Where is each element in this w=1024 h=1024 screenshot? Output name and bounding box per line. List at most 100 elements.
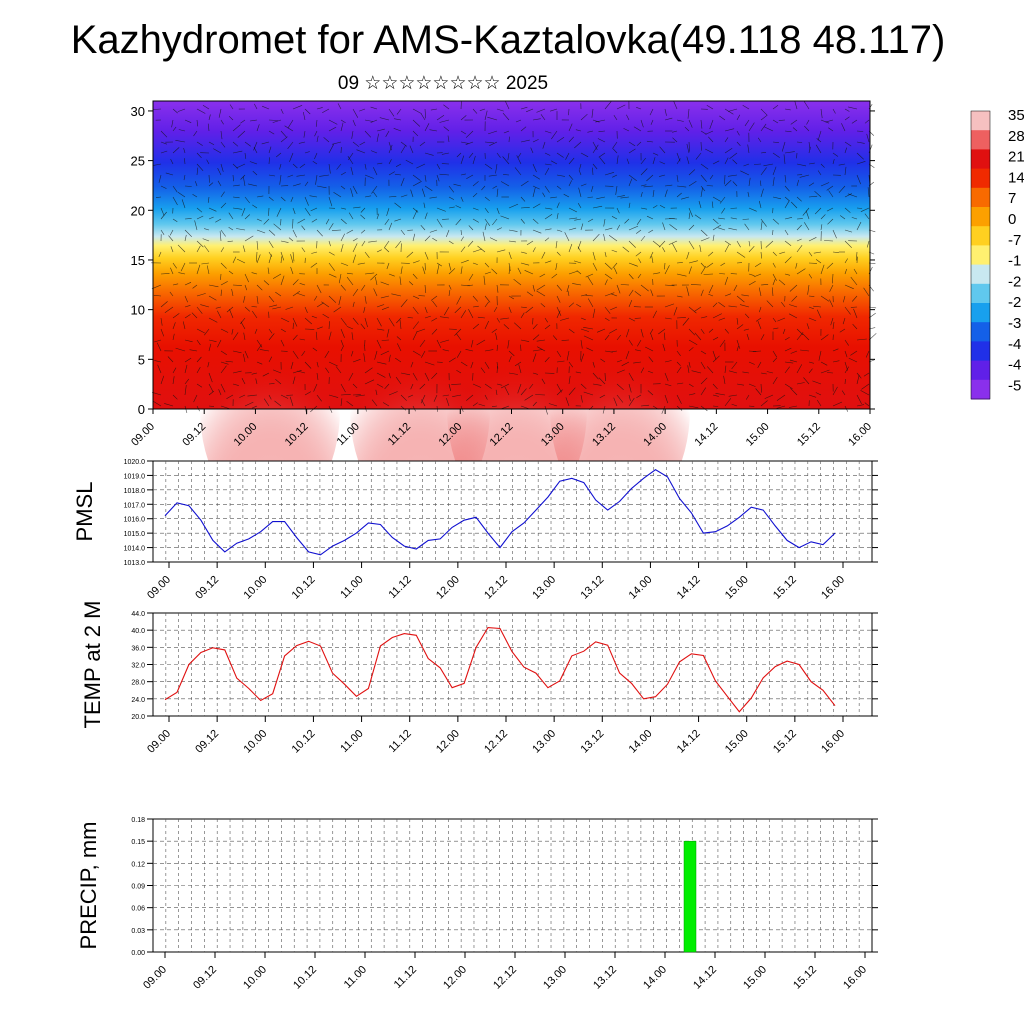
wind-vector <box>359 141 366 146</box>
wind-vector <box>703 273 714 275</box>
wind-vector <box>532 284 535 292</box>
wind-vector <box>496 344 498 352</box>
wind-vector <box>850 350 858 356</box>
wind-vector <box>244 152 247 159</box>
wind-vector <box>574 141 582 149</box>
wind-vector <box>340 218 347 225</box>
wind-vector <box>752 350 762 352</box>
wind-vector <box>410 361 414 368</box>
wind-vector <box>350 188 354 198</box>
wind-vector <box>253 141 258 151</box>
wind-vector <box>717 227 726 231</box>
wind-vector <box>867 187 870 198</box>
wind-vector <box>616 224 621 231</box>
wind-vector <box>865 350 870 358</box>
wind-vector <box>496 152 501 158</box>
wind-vector <box>598 377 606 385</box>
wind-vector <box>532 401 537 407</box>
wind-vector <box>373 167 378 176</box>
wind-vector <box>832 401 843 407</box>
wind-vector <box>650 289 654 297</box>
wind-vector <box>424 284 427 294</box>
wind-vector <box>160 229 165 235</box>
wind-vector <box>376 317 382 327</box>
wind-vector <box>635 251 642 257</box>
wind-vector <box>456 152 462 158</box>
wind-vector <box>820 361 828 366</box>
wind-vector <box>664 117 673 121</box>
wind-vector <box>508 295 515 300</box>
wind-vector <box>160 207 165 216</box>
wind-vector <box>826 207 834 212</box>
wind-vector <box>488 130 498 135</box>
wind-vector <box>682 317 690 326</box>
wind-vector <box>863 372 870 377</box>
wind-vector <box>160 185 167 189</box>
y-tick-label: 40.0 <box>131 628 145 635</box>
wind-vector <box>518 364 522 374</box>
wind-vector <box>439 173 450 176</box>
wind-vector <box>352 206 361 209</box>
wind-vector <box>496 207 500 215</box>
wind-vector <box>472 207 479 211</box>
wind-vector <box>363 306 366 313</box>
wind-vector <box>635 349 642 352</box>
wind-vector <box>853 268 858 275</box>
wind-vector <box>412 233 416 242</box>
wind-vector <box>184 305 191 308</box>
wind-vector <box>736 383 745 386</box>
x-tick-label: 16.00 <box>819 574 847 602</box>
wind-vector <box>208 405 215 407</box>
wind-vector <box>700 289 704 297</box>
wind-vector <box>526 291 534 297</box>
wind-vector <box>491 268 498 275</box>
wind-vector <box>651 256 654 264</box>
wind-vector <box>460 100 462 110</box>
wind-vector <box>640 207 648 210</box>
colorbar-label: -4 <box>1008 357 1021 374</box>
wind-vector <box>587 218 594 223</box>
wind-vector <box>820 224 823 231</box>
wind-vector <box>419 383 426 390</box>
wind-vector <box>806 119 810 125</box>
wind-vector <box>468 273 474 281</box>
wind-vector <box>412 331 418 341</box>
wind-vector <box>236 228 246 231</box>
wind-vector <box>636 141 642 146</box>
wind-vector <box>688 260 698 264</box>
wind-vector <box>484 320 489 330</box>
wind-vector <box>460 141 469 144</box>
wind-vector <box>694 306 702 312</box>
wind-vector <box>637 273 642 279</box>
wind-vector <box>612 141 618 149</box>
wind-vector <box>760 152 767 154</box>
wind-vector <box>532 349 543 352</box>
wind-vector <box>580 317 586 321</box>
wind-vector <box>220 289 222 297</box>
wind-vector <box>673 306 678 316</box>
wind-vector <box>604 101 612 110</box>
wind-vector <box>340 339 344 347</box>
wind-vector <box>316 107 323 110</box>
wind-vector <box>664 189 668 198</box>
x-tick-label: 15.00 <box>741 964 769 992</box>
wind-vector <box>727 174 738 177</box>
wind-vector <box>760 114 768 121</box>
wind-vector <box>184 218 192 220</box>
wind-vector <box>853 308 858 319</box>
wind-vector <box>724 398 732 407</box>
wind-vector <box>866 240 870 248</box>
colorbar-label: 28 <box>1008 128 1024 145</box>
wind-vector <box>436 218 443 228</box>
wind-vector <box>760 108 768 116</box>
x-tick-label: 13.00 <box>530 574 558 602</box>
wind-vector <box>820 163 825 168</box>
wind-vector <box>483 275 486 286</box>
wind-vector <box>484 163 493 170</box>
wind-vector <box>640 184 647 187</box>
wind-vector <box>228 115 234 121</box>
wind-vector <box>189 349 198 352</box>
wind-vector <box>356 149 366 154</box>
wind-vector <box>421 188 426 198</box>
wind-vector <box>852 323 858 330</box>
